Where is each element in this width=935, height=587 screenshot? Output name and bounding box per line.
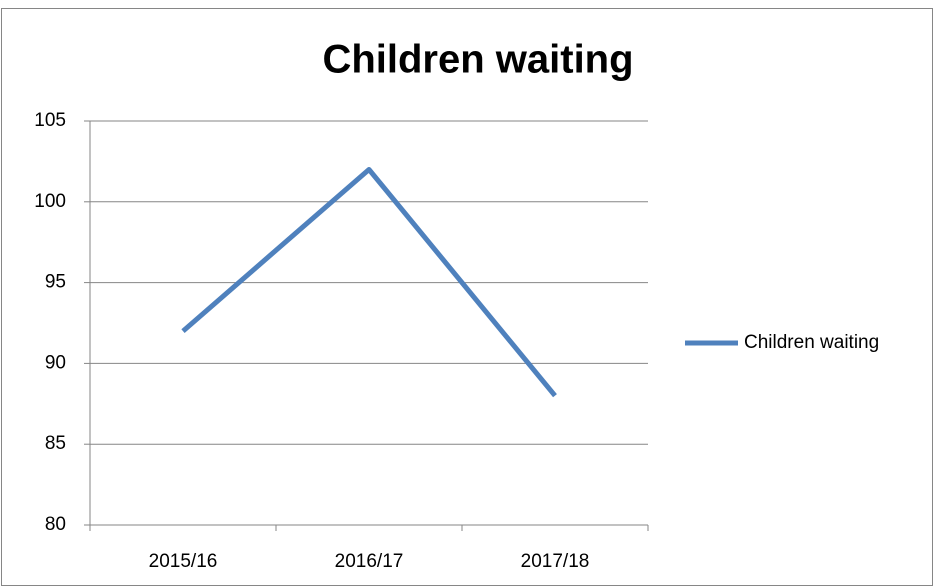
chart-title: Children waiting [322, 38, 633, 82]
y-tick-label: 85 [45, 433, 66, 454]
legend-label: Children waiting [744, 332, 879, 353]
chart-frame [1, 8, 933, 586]
y-tick-label: 95 [45, 272, 66, 293]
y-tick-label: 100 [34, 191, 66, 212]
series-line [181, 166, 557, 398]
y-tick-label: 105 [34, 110, 66, 131]
x-tick-label: 2016/17 [335, 551, 404, 572]
y-tick-label: 80 [45, 514, 66, 535]
y-tick-label: 90 [45, 352, 66, 373]
x-tick-label: 2015/16 [149, 551, 218, 572]
x-tick-label: 2017/18 [521, 551, 590, 572]
